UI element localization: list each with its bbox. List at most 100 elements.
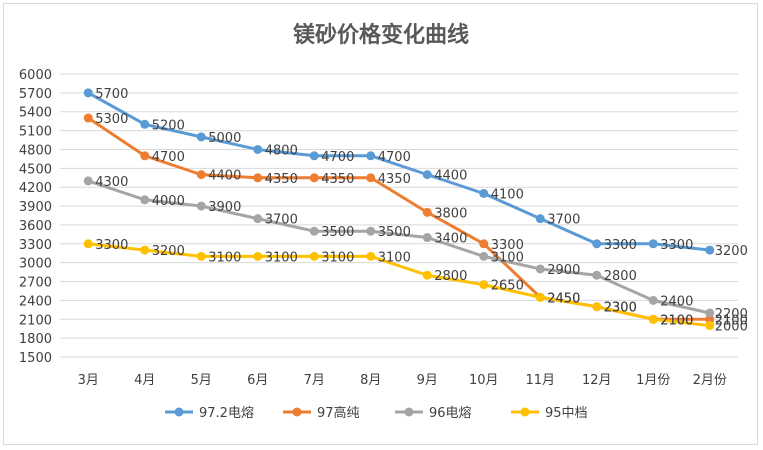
data-point [140,119,150,129]
data-label: 2450 [547,291,580,306]
y-tick-label: 1500 [19,351,52,366]
data-label: 2300 [604,301,637,316]
series-lines [83,88,715,331]
legend-label: 97高纯 [317,405,360,421]
data-label: 2100 [715,313,748,328]
data-label: 2300 [604,301,637,316]
x-tick-label: 3月 [78,373,99,388]
data-label: 2100 [660,313,693,328]
legend-label: 96电熔 [429,406,472,421]
data-label: 3200 [715,244,748,259]
data-label: 2000 [715,320,748,335]
data-point [140,245,150,255]
data-point [592,270,602,280]
data-point [705,321,715,331]
data-label: 2650 [491,279,524,294]
data-point [479,188,489,198]
data-point [83,88,93,98]
x-tick-label: 6月 [247,373,268,388]
data-point [253,173,263,183]
data-point [705,308,715,318]
data-label: 2450 [547,291,580,306]
y-tick-label: 3000 [19,257,52,272]
data-point [648,295,658,305]
data-labels: 5700 5200 5000 4800 4700 4700 4400 4100 3700 3300… [95,87,748,335]
data-point [648,239,658,249]
data-point [309,151,319,161]
data-point [196,132,206,142]
legend-label: 95中档 [545,406,588,421]
data-label: 4350 [321,172,354,187]
legend-marker [520,407,530,417]
x-tick-label: 9月 [417,373,438,388]
data-point [196,251,206,261]
data-point [366,151,376,161]
y-tick-label: 2100 [19,313,52,328]
data-point [535,214,545,224]
data-point [422,170,432,180]
y-tick-label: 4800 [19,143,52,158]
x-tick-label: 10月 [469,373,499,388]
legend-marker [174,407,184,417]
legend-marker [404,407,414,417]
y-tick-label: 5400 [19,106,52,121]
data-point [366,226,376,236]
data-label: 3900 [208,200,241,215]
x-axis-ticks: 3月 4月 5月 6月 7月 8月 9月 10月 11月 12月 1月份 2月份 [78,373,727,388]
x-tick-label: 7月 [304,373,325,388]
data-label: 3500 [321,225,354,240]
y-tick-label: 4200 [19,181,52,196]
data-label: 2200 [715,307,748,322]
data-point [479,251,489,261]
data-label: 2800 [604,269,637,284]
data-label: 4350 [378,172,411,187]
data-point [196,201,206,211]
x-tick-label: 2月份 [693,373,727,388]
x-tick-label: 1月份 [636,373,670,388]
data-label: 3100 [378,250,411,265]
data-label: 3300 [95,238,128,253]
data-label: 4000 [152,194,185,209]
data-label: 5300 [95,112,128,127]
x-tick-label: 5月 [191,373,212,388]
data-point [140,195,150,205]
data-label: 3200 [152,244,185,259]
data-label: 4700 [378,150,411,165]
data-point [705,245,715,255]
data-label: 3500 [378,225,411,240]
y-tick-label: 6000 [19,68,52,83]
data-label: 3300 [491,238,524,253]
data-label: 2800 [434,269,467,284]
y-axis-ticks: 1500 1800 2100 2400 2700 3000 3300 3600 3900 4200… [19,68,52,366]
y-tick-label: 4500 [19,162,52,177]
y-tick-label: 3600 [19,219,52,234]
data-label: 3800 [434,206,467,221]
data-point [83,239,93,249]
data-point [366,173,376,183]
data-point [366,251,376,261]
data-label: 4700 [152,150,185,165]
data-label: 3300 [660,238,693,253]
x-tick-label: 4月 [134,373,155,388]
x-tick-label: 11月 [525,373,555,388]
x-tick-label: 12月 [582,373,612,388]
data-point [253,214,263,224]
data-label: 4350 [265,172,298,187]
series-line [87,91,710,252]
y-tick-label: 3900 [19,200,52,215]
y-tick-label: 5100 [19,125,52,140]
data-label: 4700 [321,150,354,165]
data-point [592,239,602,249]
legend-label: 97.2电熔 [199,406,254,421]
legend: 97.2电熔 97高纯 96电熔 95中档 [165,405,588,421]
data-point [479,280,489,290]
data-point [535,264,545,274]
series-line [87,179,711,315]
data-label: 2400 [660,294,693,309]
data-point [592,302,602,312]
data-point [196,170,206,180]
data-label: 3100 [265,250,298,265]
data-label: 4400 [434,169,467,184]
data-label: 3700 [547,213,580,228]
